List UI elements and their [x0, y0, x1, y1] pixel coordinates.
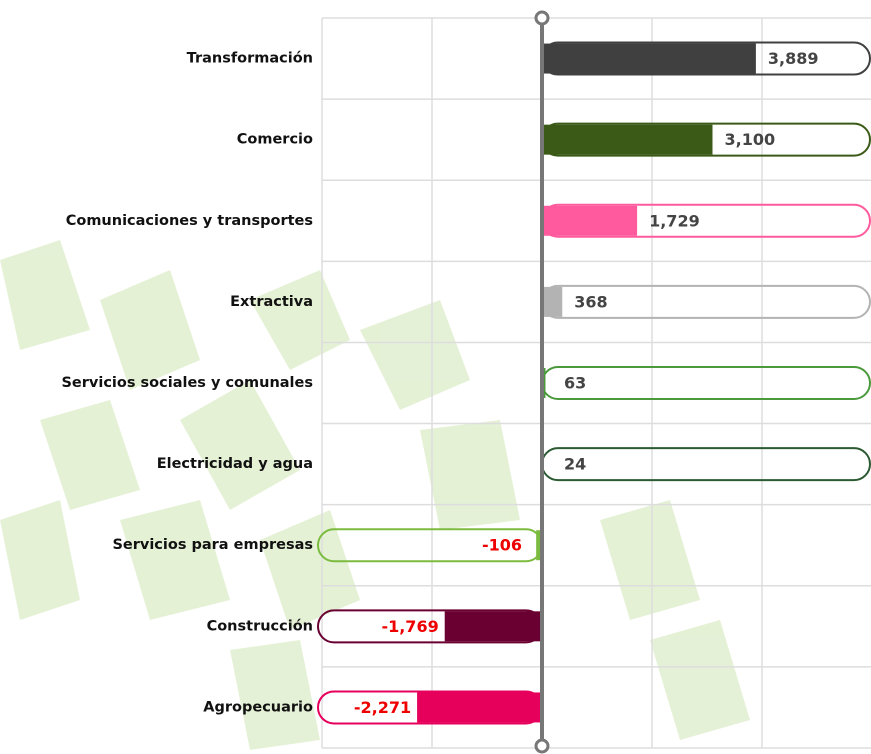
- bar-outline: [541, 366, 871, 400]
- category-label: Servicios para empresas: [112, 537, 313, 553]
- category-label: Comercio: [237, 132, 313, 148]
- category-label: Transformación: [187, 51, 313, 67]
- bar: [417, 692, 542, 723]
- background-pattern: [0, 240, 750, 750]
- bar: [542, 124, 713, 155]
- bar-outline: [541, 447, 871, 482]
- value-label: -106: [482, 536, 522, 555]
- bar: [542, 43, 756, 74]
- category-label: Comunicaciones y transportes: [66, 213, 313, 229]
- value-label: -2,271: [354, 698, 411, 717]
- value-label: 24: [564, 455, 586, 474]
- category-label: Agropecuario: [203, 699, 313, 715]
- value-label: 63: [564, 374, 586, 393]
- bar: [536, 530, 542, 561]
- category-label: Servicios sociales y comunales: [61, 375, 313, 391]
- value-label: -1,769: [381, 617, 438, 636]
- value-label: 3,100: [725, 130, 776, 149]
- bar: [542, 286, 563, 317]
- category-label: Electricidad y agua: [157, 456, 313, 472]
- value-label: 1,729: [649, 211, 700, 230]
- category-label: Construcción: [207, 618, 313, 634]
- axis-cap: [534, 10, 550, 26]
- value-label: 368: [574, 292, 607, 311]
- value-label: 3,889: [768, 49, 819, 68]
- axis-cap: [534, 738, 550, 754]
- bar: [444, 611, 542, 642]
- category-label: Extractiva: [230, 294, 313, 310]
- bar: [542, 205, 638, 236]
